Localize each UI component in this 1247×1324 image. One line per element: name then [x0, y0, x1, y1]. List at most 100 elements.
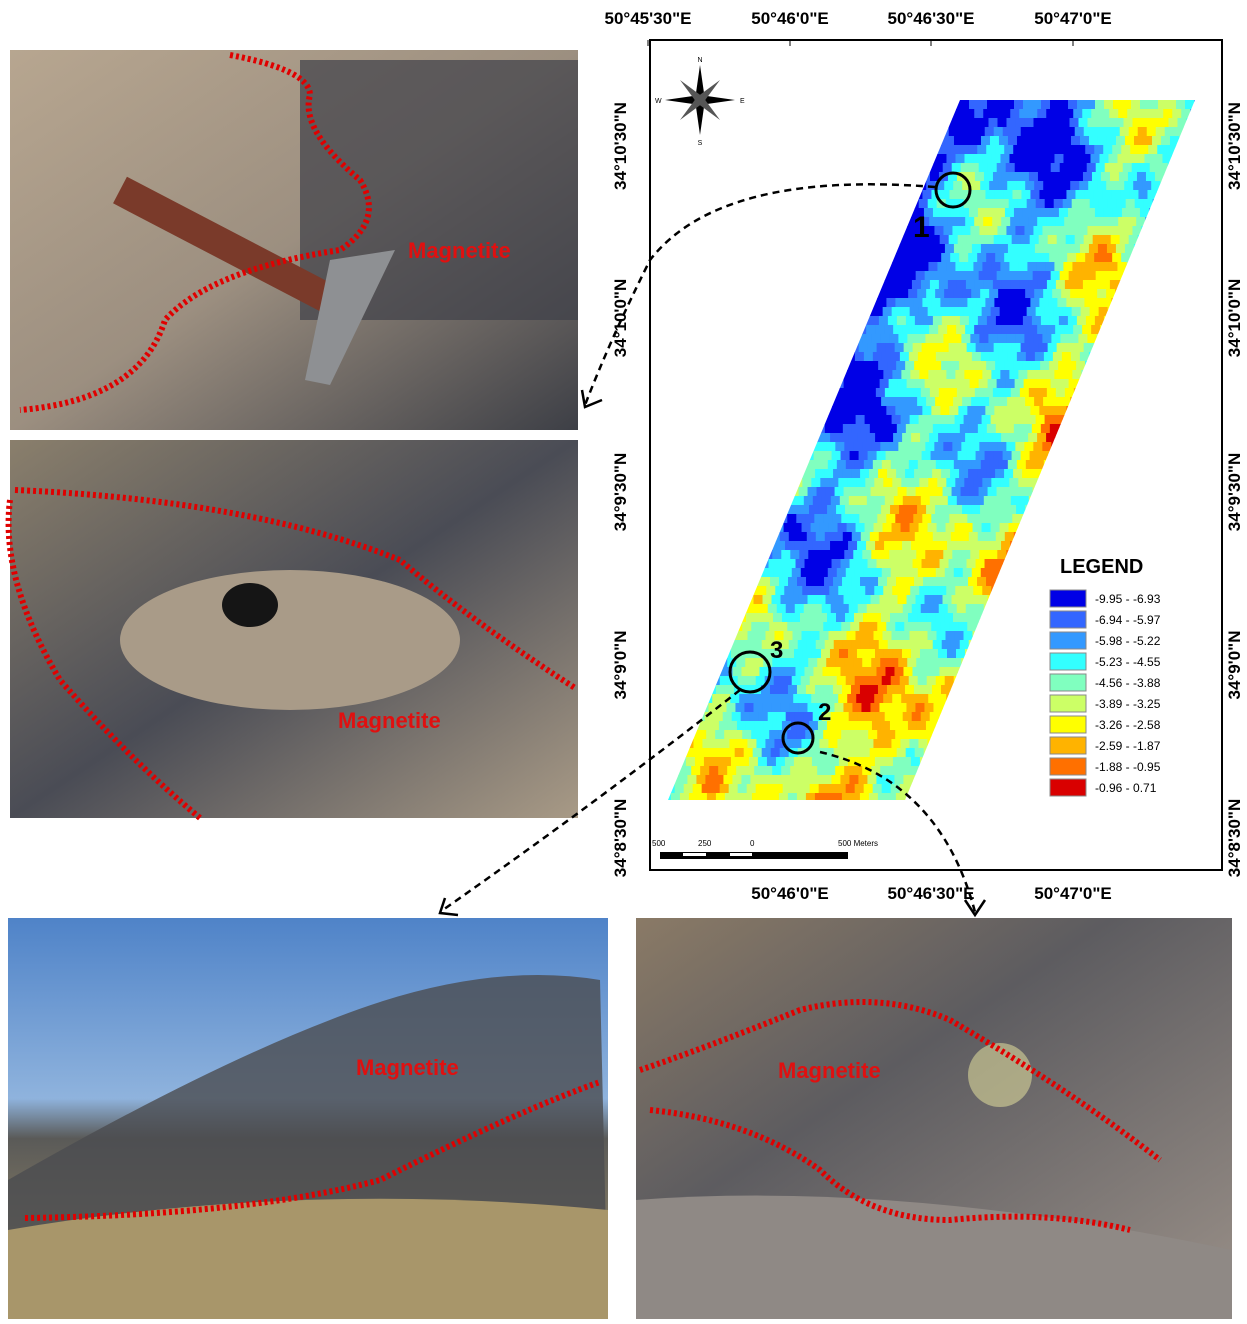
raster-cell — [882, 568, 892, 578]
raster-cell — [839, 649, 849, 659]
raster-cell — [971, 397, 981, 407]
raster-cell — [1012, 343, 1022, 353]
legend-label: -3.89 - -3.25 — [1095, 697, 1161, 711]
raster-cell — [982, 199, 992, 209]
raster-cell — [896, 577, 906, 587]
raster-cell — [1029, 388, 1039, 398]
raster-cell — [953, 397, 963, 407]
legend-swatch — [1050, 632, 1086, 649]
raster-cell — [1037, 109, 1047, 119]
raster-cell — [1042, 163, 1052, 173]
raster-cell — [986, 469, 996, 479]
raster-cell — [849, 604, 859, 614]
raster-cell — [843, 640, 853, 650]
raster-cell — [891, 676, 901, 686]
raster-cell — [930, 388, 940, 398]
raster-cell — [713, 757, 723, 767]
raster-cell — [966, 388, 976, 398]
raster-cell — [784, 586, 794, 596]
raster-cell — [744, 748, 754, 758]
raster-cell — [877, 343, 887, 353]
raster-cell — [1030, 127, 1040, 137]
raster-cell — [959, 577, 969, 587]
raster-cell — [968, 577, 978, 587]
raster-cell — [1024, 118, 1034, 128]
raster-cell — [998, 397, 1008, 407]
raster-cell — [1050, 316, 1060, 326]
raster-cell — [923, 469, 933, 479]
raster-cell — [858, 712, 868, 722]
raster-cell — [907, 487, 917, 497]
raster-cell — [1101, 172, 1111, 182]
raster-cell — [980, 289, 990, 299]
raster-cell — [1167, 100, 1177, 110]
raster-cell — [916, 271, 926, 281]
raster-cell — [895, 514, 905, 524]
raster-cell — [1054, 262, 1064, 272]
raster-cell — [1027, 154, 1037, 164]
raster-cell — [805, 622, 815, 632]
raster-cell — [960, 532, 970, 542]
raster-cell — [893, 649, 903, 659]
raster-cell — [1044, 136, 1054, 146]
raster-cell — [962, 289, 972, 299]
raster-cell — [889, 379, 899, 389]
raster-cell — [949, 514, 959, 524]
raster-cell — [919, 307, 929, 317]
raster-cell — [823, 730, 833, 740]
raster-cell — [1003, 190, 1013, 200]
raster-cell — [907, 379, 917, 389]
raster-cell — [932, 685, 942, 695]
raster-cell — [1020, 172, 1030, 182]
raster-cell — [786, 604, 796, 614]
photo-2: Magnetite — [9, 440, 578, 818]
raster-cell — [1085, 145, 1095, 155]
raster-cell — [905, 577, 915, 587]
legend-label: -2.59 - -1.87 — [1095, 739, 1161, 753]
raster-cell — [1053, 136, 1063, 146]
raster-cell — [1083, 172, 1093, 182]
raster-cell — [1066, 343, 1076, 353]
raster-cell — [1033, 163, 1043, 173]
raster-cell — [928, 262, 938, 272]
raster-cell — [753, 748, 763, 758]
raster-cell — [723, 775, 733, 785]
raster-cell — [829, 523, 839, 533]
raster-cell — [1144, 154, 1154, 164]
raster-cell — [794, 649, 804, 659]
raster-cell — [1168, 118, 1178, 128]
raster-cell — [1030, 343, 1040, 353]
raster-cell — [915, 316, 925, 326]
raster-cell — [795, 604, 805, 614]
raster-cell — [710, 721, 720, 731]
raster-cell — [1114, 226, 1124, 236]
raster-cell — [967, 298, 977, 308]
raster-cell — [755, 721, 765, 731]
raster-cell — [960, 100, 970, 110]
raster-cell — [965, 541, 975, 551]
raster-cell — [878, 361, 888, 371]
raster-cell — [806, 685, 816, 695]
raster-cell — [818, 505, 828, 515]
raster-cell — [1026, 460, 1036, 470]
raster-cell — [984, 388, 994, 398]
raster-cell — [849, 388, 859, 398]
raster-cell — [896, 361, 906, 371]
raster-cell — [925, 487, 935, 497]
raster-cell — [776, 541, 786, 551]
raster-cell — [880, 766, 890, 776]
raster-cell — [974, 217, 984, 227]
raster-cell — [952, 487, 962, 497]
raster-cell — [949, 235, 959, 245]
raster-cell — [821, 433, 831, 443]
raster-cell — [852, 703, 862, 713]
raster-cell — [952, 118, 962, 128]
raster-cell — [957, 280, 967, 290]
raster-cell — [777, 604, 787, 614]
raster-cell — [978, 316, 988, 326]
raster-cell — [904, 451, 914, 461]
raster-cell — [910, 370, 920, 380]
raster-cell — [1123, 226, 1133, 236]
raster-cell — [828, 460, 838, 470]
raster-cell — [803, 649, 813, 659]
